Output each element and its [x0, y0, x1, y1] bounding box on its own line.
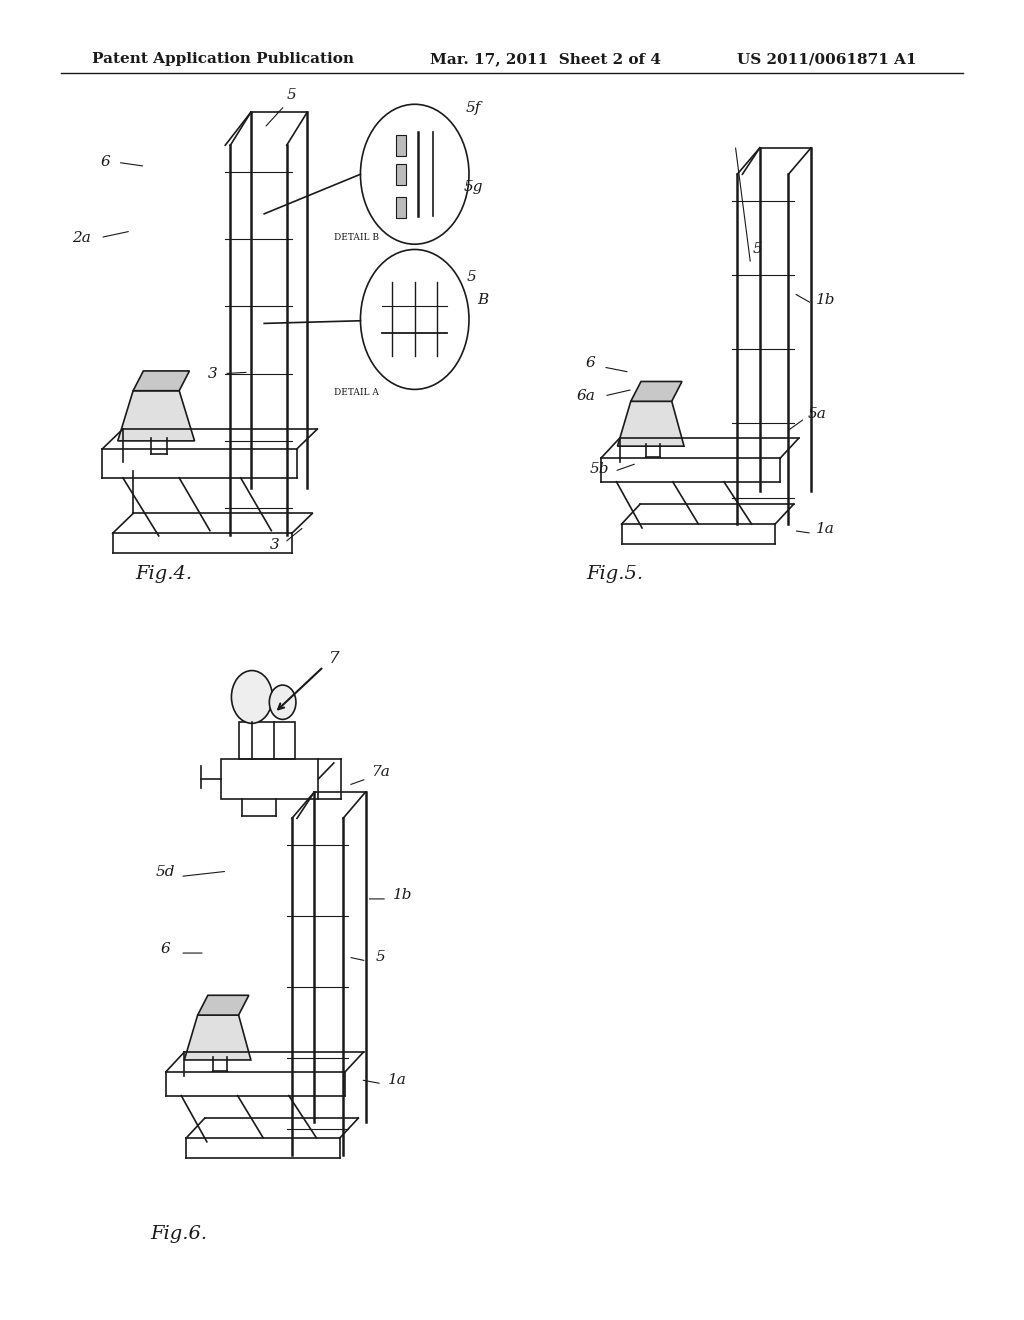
Text: 2a: 2a — [73, 231, 91, 244]
Text: 6: 6 — [161, 942, 171, 956]
Circle shape — [360, 104, 469, 244]
Text: Fig.4.: Fig.4. — [135, 565, 193, 583]
Circle shape — [231, 671, 272, 723]
Bar — [239, 722, 295, 759]
Text: 5: 5 — [287, 88, 297, 102]
Text: 3: 3 — [208, 367, 218, 380]
Text: DETAIL B: DETAIL B — [334, 234, 379, 242]
Text: US 2011/0061871 A1: US 2011/0061871 A1 — [737, 53, 916, 66]
Text: 5: 5 — [376, 950, 386, 964]
Text: 1b: 1b — [815, 293, 836, 306]
Text: 5: 5 — [466, 271, 476, 284]
Text: Patent Application Publication: Patent Application Publication — [92, 53, 354, 66]
Text: 5d: 5d — [156, 866, 176, 879]
Circle shape — [269, 685, 296, 719]
Text: B: B — [478, 293, 488, 306]
Text: 3: 3 — [269, 539, 280, 552]
Text: 5: 5 — [753, 243, 763, 256]
Text: 5f: 5f — [465, 102, 481, 115]
Polygon shape — [617, 401, 684, 446]
Text: 5a: 5a — [808, 408, 826, 421]
Polygon shape — [118, 391, 195, 441]
Bar — [221, 759, 318, 799]
Circle shape — [360, 249, 469, 389]
Text: 1b: 1b — [392, 888, 413, 902]
Text: 7: 7 — [329, 649, 339, 667]
Text: Fig.5.: Fig.5. — [586, 565, 643, 583]
Polygon shape — [198, 995, 249, 1015]
Text: 6: 6 — [586, 356, 596, 370]
Bar — [396, 135, 406, 156]
Polygon shape — [133, 371, 189, 391]
Text: DETAIL A: DETAIL A — [334, 388, 379, 396]
Text: 6: 6 — [100, 156, 111, 169]
Text: Fig.6.: Fig.6. — [151, 1225, 208, 1243]
Text: 1a: 1a — [816, 523, 835, 536]
Text: 5b: 5b — [589, 462, 609, 475]
Polygon shape — [631, 381, 682, 401]
Text: 5g: 5g — [463, 181, 483, 194]
Bar — [396, 164, 406, 185]
Text: 7a: 7a — [372, 766, 390, 779]
Bar — [396, 197, 406, 218]
Text: 1a: 1a — [388, 1073, 407, 1086]
Text: Mar. 17, 2011  Sheet 2 of 4: Mar. 17, 2011 Sheet 2 of 4 — [430, 53, 662, 66]
Text: 6a: 6a — [577, 389, 595, 403]
Polygon shape — [184, 1015, 251, 1060]
